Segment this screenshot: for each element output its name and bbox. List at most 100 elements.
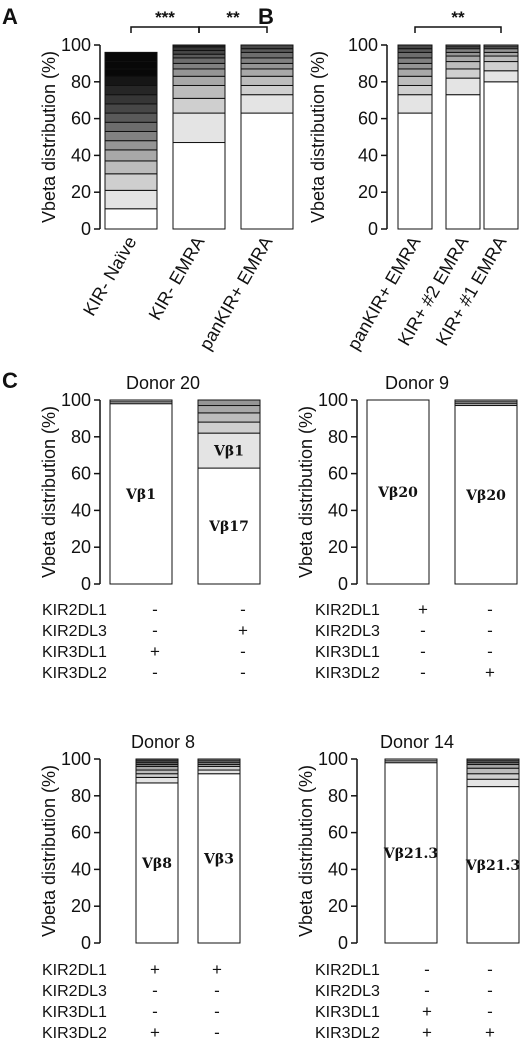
bar-segment [454, 399, 518, 403]
bar-segment [240, 68, 294, 77]
kir-sign: - [214, 981, 220, 1000]
kir-sign: - [240, 642, 246, 661]
kir-sign: - [152, 663, 158, 682]
y-tick-label: 40 [71, 145, 91, 165]
chart-title: Donor 9 [385, 373, 449, 393]
bar-segment [445, 61, 481, 70]
kir-row-label: KIR3DL2 [42, 665, 107, 682]
bar-segment [240, 94, 294, 114]
bar-segment [172, 68, 226, 77]
kir-row-label: KIR2DL1 [315, 962, 380, 979]
bar-segment [240, 51, 294, 59]
bar-segment [104, 51, 158, 63]
kir-sign: - [487, 621, 493, 640]
bar-segment [104, 149, 158, 162]
bar-segment [397, 51, 433, 59]
y-tick-label: 20 [358, 182, 378, 202]
bar-segment [397, 68, 433, 77]
y-tick-label: 60 [71, 109, 91, 129]
kir-row-label: KIR2DL1 [315, 602, 380, 619]
bar-segment [104, 112, 158, 123]
y-tick-label: 0 [81, 219, 91, 239]
bar-segment [197, 467, 261, 585]
significance-bracket [414, 26, 502, 33]
kir-sign: + [238, 621, 248, 640]
y-tick-label: 40 [71, 500, 91, 520]
kir-sign: + [485, 663, 495, 682]
y-tick-label: 20 [71, 182, 91, 202]
kir-sign: - [152, 600, 158, 619]
y-tick-label: 100 [318, 749, 348, 769]
kir-sign: - [424, 981, 430, 1000]
bar-segment [384, 762, 438, 944]
bar-segment [483, 51, 519, 57]
bar-segment [104, 61, 158, 70]
y-tick-label: 100 [61, 749, 91, 769]
y-tick-label: 80 [71, 786, 91, 806]
bar-segment [240, 44, 294, 50]
bar-segment [397, 84, 433, 96]
y-tick-label: 0 [338, 933, 348, 953]
y-tick-label: 40 [71, 859, 91, 879]
kir-sign: + [485, 1023, 495, 1042]
bar-segment [445, 55, 481, 63]
bar-segment [135, 773, 179, 778]
y-tick-label: 60 [328, 464, 348, 484]
bar-segment [135, 765, 179, 771]
kir-row-label: KIR3DL1 [315, 644, 380, 661]
bar-segment [466, 758, 520, 762]
y-tick-label: 0 [338, 574, 348, 594]
bar-segment-label: Vβ1 [125, 487, 156, 503]
bar-segment [104, 173, 158, 191]
bar-segment [445, 94, 481, 230]
bar-segment [240, 62, 294, 70]
bar-segment [397, 57, 433, 64]
bar-segment-label: Vβ8 [141, 856, 172, 872]
y-axis-title: Vbeta distribution (%) [39, 406, 59, 578]
kir-sign: - [214, 1023, 220, 1042]
kir-sign: - [487, 600, 493, 619]
bar-segment [197, 399, 261, 407]
bar-segment [104, 121, 158, 132]
bar-segment-label: Vβ20 [465, 488, 506, 504]
bar-segment [172, 97, 226, 114]
bar-segment [104, 94, 158, 105]
kir-sign: - [487, 960, 493, 979]
bar-segment [384, 758, 438, 762]
y-tick-label: 0 [81, 574, 91, 594]
bar-segment [240, 48, 294, 53]
significance-label: ** [226, 8, 240, 27]
y-tick-label: 40 [328, 859, 348, 879]
bar-segment-label: Vβ20 [377, 485, 418, 501]
y-axis-title: Vbeta distribution (%) [296, 406, 316, 578]
y-tick-label: 80 [71, 72, 91, 92]
bar-segment-label: Vβ21.3 [465, 858, 520, 874]
y-tick-label: 100 [318, 390, 348, 410]
kir-sign: + [150, 960, 160, 979]
significance-bracket [130, 26, 200, 33]
bar-segment [445, 44, 481, 48]
bar-segment [397, 75, 433, 86]
bar-segment [104, 103, 158, 114]
y-tick-label: 80 [328, 786, 348, 806]
kir-sign: - [420, 663, 426, 682]
bar-segment [172, 142, 226, 230]
bar-segment [397, 62, 433, 70]
kir-sign: - [487, 642, 493, 661]
bar-segment [483, 48, 519, 53]
bar-segment [104, 75, 158, 86]
bar-segment [197, 405, 261, 414]
category-label: KIR- EMRA [145, 233, 209, 324]
kir-sign: - [152, 1002, 158, 1021]
y-tick-label: 20 [328, 896, 348, 916]
kir-row-label: KIR2DL3 [315, 623, 380, 640]
bar-segment-label: Vβ3 [203, 851, 234, 867]
y-axis-title: Vbeta distribution (%) [296, 765, 316, 937]
bar-segment [240, 84, 294, 96]
significance-label: ** [451, 8, 465, 27]
kir-sign: + [422, 1023, 432, 1042]
kir-row-label: KIR2DL3 [42, 983, 107, 1000]
bar-segment [240, 75, 294, 86]
bar-segment [104, 140, 158, 151]
